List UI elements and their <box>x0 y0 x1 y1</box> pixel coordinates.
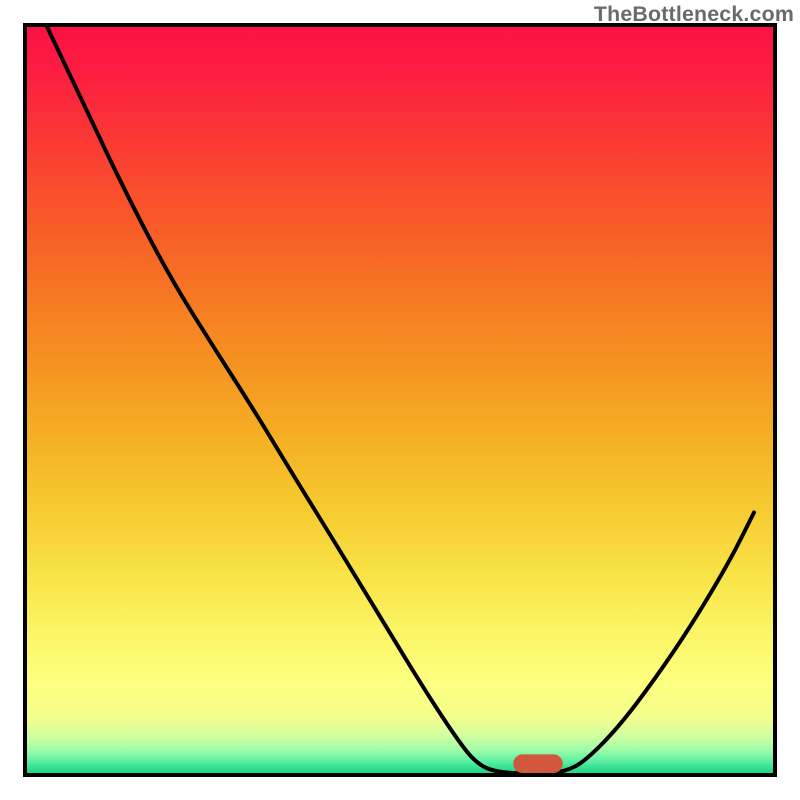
watermark-text: TheBottleneck.com <box>594 2 794 27</box>
chart-gradient-fill <box>25 25 775 775</box>
bottleneck-chart <box>0 0 800 800</box>
optimal-marker <box>513 754 563 773</box>
